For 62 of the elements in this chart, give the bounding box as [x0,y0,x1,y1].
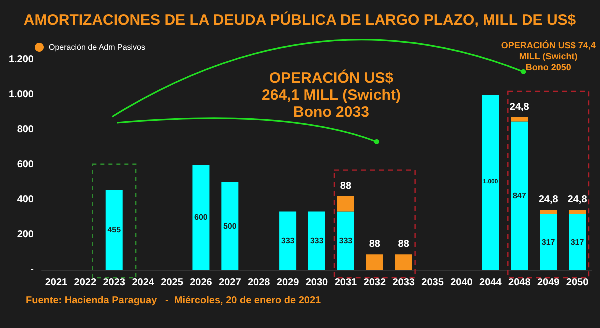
x-tick-label: 2025 [161,278,184,288]
data-label: 88 [369,239,381,250]
data-label: 455 [108,226,122,235]
bar [106,190,123,270]
y-tick-label: 800 [17,124,34,136]
bar [540,214,558,270]
data-label: 333 [339,236,354,246]
data-label: 500 [223,222,238,231]
bar [569,210,586,215]
data-label: 317 [570,238,585,247]
legend-label: Operación de Adm Pasivos [49,43,146,52]
bar [308,212,326,270]
x-tick-label: 2035 [422,278,444,288]
x-tick-label: 2040 [450,278,474,288]
x-tick-label: 2029 [276,278,300,288]
data-label: 88 [340,180,352,192]
x-tick-label: 2030 [306,278,329,288]
bar [337,196,354,212]
x-tick-label: 2033 [392,278,416,288]
bar [192,165,210,270]
y-tick-label: 400 [17,194,34,206]
data-label: 24,8 [538,194,559,206]
x-tick-label: 2044 [480,278,502,288]
x-tick-label: 2050 [566,278,590,288]
bar [337,212,354,270]
source-note: Fuente: Hacienda Paraguay - Miércoles, 20 de enero de 2021 [26,296,322,306]
annotation: OPERACIÓN US$ 264,1 MILL (Swicht) Bono 2033 [262,69,401,121]
data-label: 333 [310,236,324,246]
y-tick-label: 200 [17,230,34,240]
data-label: 600 [194,213,208,222]
bar [366,254,384,270]
bar [395,254,412,270]
x-tick-label: 2031 [334,278,358,288]
x-tick-label: 2024 [132,278,155,288]
bar [569,214,586,270]
y-tick-label: - [30,264,34,276]
y-tick-label: 600 [17,160,34,170]
bar [280,212,297,270]
x-tick-label: 2032 [364,278,386,288]
bar [482,95,500,270]
bar [222,182,239,270]
data-label: 333 [281,236,296,246]
data-label: 88 [398,239,410,250]
data-label: 24,8 [510,102,530,113]
x-tick-label: 2048 [508,278,532,288]
x-tick-label: 2049 [537,278,560,288]
bar [511,122,528,270]
x-tick-label: 2027 [219,278,242,288]
bar [511,117,528,122]
x-tick-label: 2028 [248,278,271,288]
data-label: 317 [542,238,556,247]
x-tick-label: 2023 [103,278,126,288]
bar [540,210,558,215]
x-tick-label: 2022 [74,278,97,288]
y-tick-label: 1.000 [8,90,34,100]
x-tick-label: 2026 [190,278,213,288]
x-tick-label: 2021 [45,278,68,288]
annotation: OPERACIÓN US$ 74,4 MILL (Swicht) Bono 2050 [501,40,596,72]
chart-title: AMORTIZACIONES DE LA DEUDA PÚBLICA DE LARGO PLAZO, MILL DE US$ [24,11,577,29]
data-label: 24,8 [568,194,588,206]
y-tick-label: 1.200 [8,54,34,66]
data-label: 847 [512,191,527,200]
